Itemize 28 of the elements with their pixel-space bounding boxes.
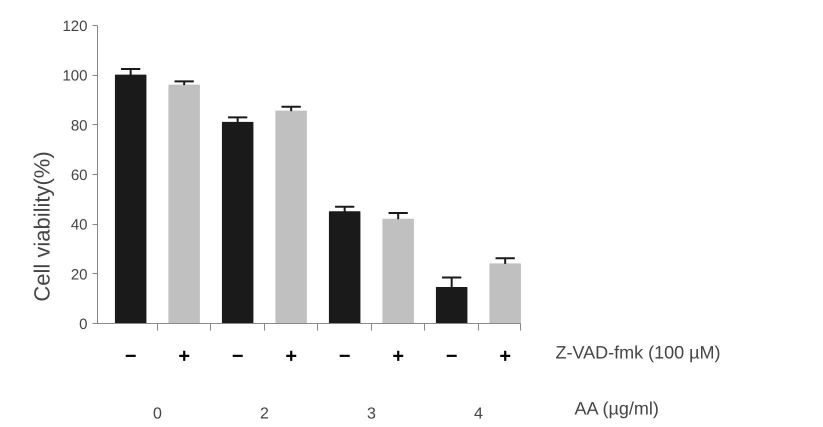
x-tick-label: − <box>446 346 458 368</box>
text: 4 <box>474 406 483 422</box>
text: AA (µg/ml) <box>574 398 659 418</box>
text: 0 <box>152 406 162 422</box>
text: 3 <box>366 406 376 422</box>
x-tick-label: + <box>178 346 190 368</box>
y-tick-label: 20 <box>70 266 88 284</box>
x-tick-label: − <box>124 346 137 368</box>
y-tick-label: 0 <box>79 316 88 333</box>
x-tick-label: − <box>232 346 244 368</box>
x-tick-label: − <box>338 346 351 368</box>
bar <box>382 218 414 324</box>
bar <box>222 122 254 324</box>
y-axis-title: Cell viability(%) <box>29 151 54 302</box>
bar <box>275 110 307 324</box>
y-tick-label: 120 <box>62 18 88 35</box>
x-tick-label: + <box>499 346 512 368</box>
bar <box>168 84 200 324</box>
y-tick-label: 100 <box>62 68 88 85</box>
text: 2 <box>260 406 269 422</box>
bar <box>328 211 360 324</box>
x-tick-label: + <box>285 346 298 368</box>
text: Z-VAD-fmk (100 µM) <box>556 342 721 362</box>
x-tick-label: + <box>392 346 404 368</box>
y-tick-label: 60 <box>70 167 88 184</box>
y-tick-label: 40 <box>70 216 88 234</box>
y-tick-label: 80 <box>70 117 88 134</box>
bar <box>489 263 521 324</box>
